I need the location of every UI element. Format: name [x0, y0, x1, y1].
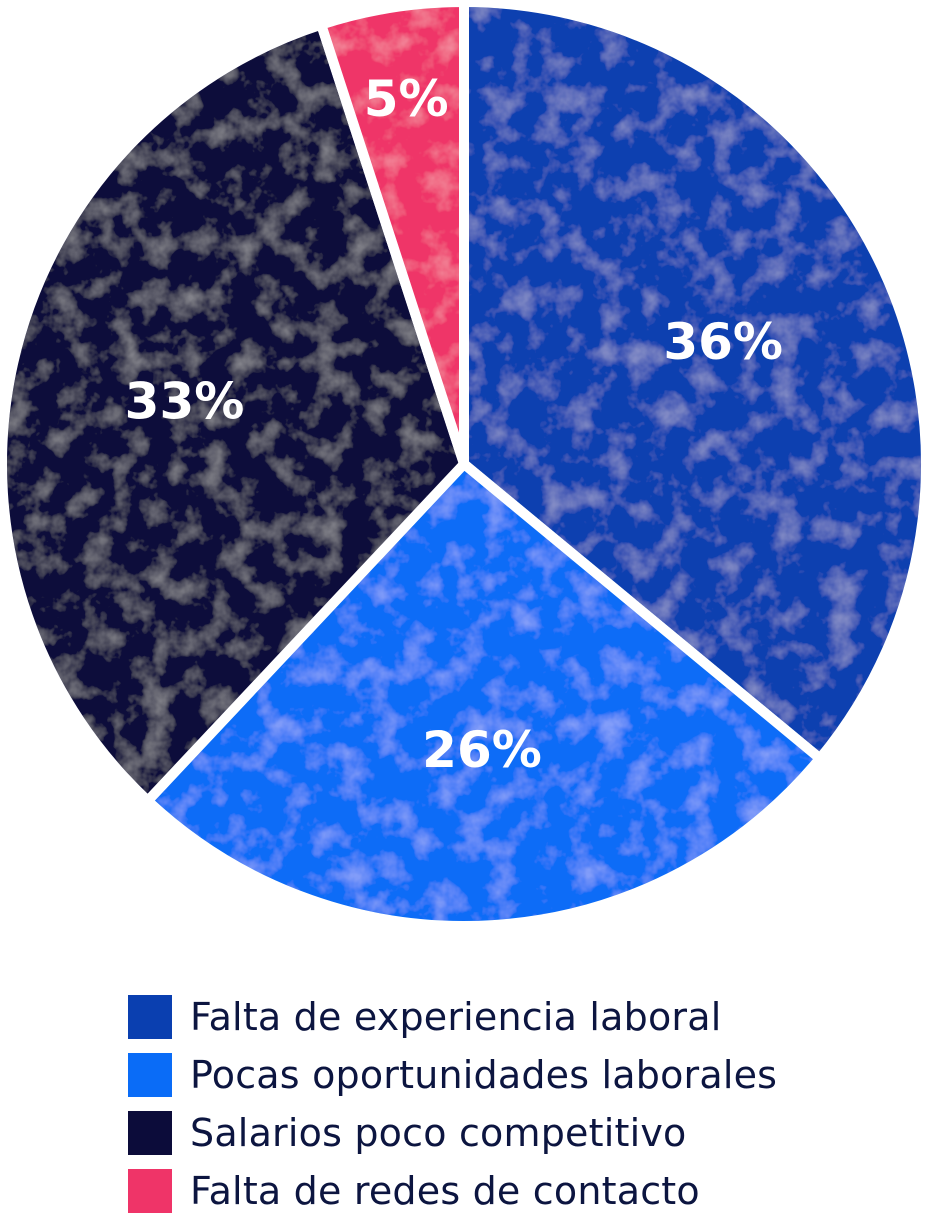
pie-slice-pocas-oportunidades-laborales — [142, 459, 825, 931]
slice-value-label: 26% — [422, 721, 542, 779]
slice-value-label: 5% — [364, 70, 449, 128]
legend-label: Falta de redes de contacto — [190, 1169, 700, 1213]
slice-value-label: 33% — [125, 373, 245, 431]
legend-label: Falta de experiencia laboral — [190, 995, 722, 1039]
pie-slice-falta-de-redes-de-contacto — [316, 0, 469, 469]
legend-label: Pocas oportunidades laborales — [190, 1053, 778, 1097]
pie-slices — [0, 0, 929, 931]
legend-swatch — [128, 1169, 172, 1213]
pie-slice-falta-de-experiencia-laboral — [459, 0, 929, 764]
legend-item-salarios-poco-competitivo: Salarios poco competitivo — [128, 1104, 777, 1162]
pie-slice-salarios-poco-competitivo — [0, 19, 469, 806]
legend-label: Salarios poco competitivo — [190, 1111, 687, 1155]
legend-item-pocas-oportunidades-laborales: Pocas oportunidades laborales — [128, 1046, 777, 1104]
legend-item-falta-de-experiencia-laboral: Falta de experiencia laboral — [128, 988, 777, 1046]
legend-swatch — [128, 995, 172, 1039]
legend-swatch — [128, 1111, 172, 1155]
pie-chart: 36% 26% 33% 5% — [0, 0, 929, 931]
legend: Falta de experiencia laboral Pocas oport… — [128, 988, 777, 1220]
slice-value-label: 36% — [663, 313, 783, 371]
legend-item-falta-de-redes-de-contacto: Falta de redes de contacto — [128, 1162, 777, 1220]
pie-slice-labels: 36% 26% 33% 5% — [125, 70, 783, 779]
legend-swatch — [128, 1053, 172, 1097]
